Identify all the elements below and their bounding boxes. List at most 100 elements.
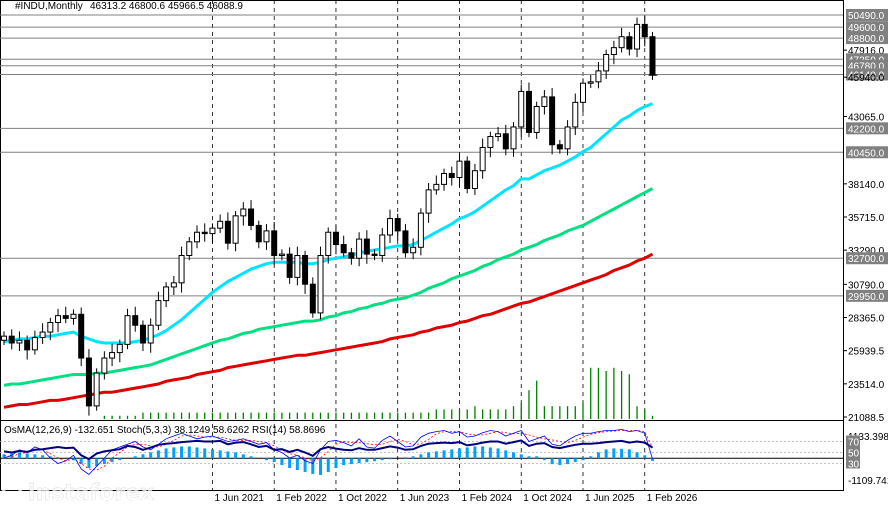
candle-bull	[116, 343, 123, 354]
candle-bull	[16, 339, 23, 344]
candle-bull	[124, 315, 131, 345]
y-tick-label: 43065.0	[848, 113, 885, 124]
symbol-title: #INDU,Monthly	[15, 1, 83, 12]
price-level-tag	[846, 68, 888, 81]
candle-bull	[240, 208, 247, 217]
candle-bull	[634, 23, 641, 50]
price-level-tag	[846, 8, 888, 21]
candle-bear	[224, 220, 231, 244]
x-tick-label: 1 Oct 2022	[338, 493, 387, 504]
price-level-label: 42200.0	[848, 124, 885, 135]
candle-bear	[271, 230, 278, 256]
candle-bull	[39, 331, 46, 339]
candle-bear	[201, 231, 208, 235]
oscillator-y-label: 30	[848, 460, 860, 471]
y-tick-label: 35715.0	[848, 213, 885, 224]
candle-bull	[456, 160, 463, 179]
candle-bull	[587, 81, 594, 84]
price-axis: 50490.049600.048800.047916.047250.046780…	[843, 8, 888, 424]
candle-bull	[533, 105, 540, 133]
candle-bull	[410, 246, 417, 254]
y-tick-label: 25939.5	[848, 347, 885, 358]
oscillator-level-tag	[846, 446, 860, 458]
candle-bear	[24, 339, 31, 351]
plot-frame	[0, 0, 844, 491]
candle-bear	[139, 324, 146, 344]
candle-bull	[325, 231, 332, 256]
candle-bear	[8, 335, 15, 344]
y-tick-label: 33290.0	[848, 246, 885, 257]
candle-bear	[502, 133, 509, 150]
price-level-label: 49600.0	[848, 23, 885, 34]
candle-bull	[194, 231, 200, 243]
x-tick-label: 1 Jun 2023	[400, 493, 450, 504]
x-tick-label: 1 Feb 2024	[461, 493, 512, 504]
candle-bull	[70, 313, 77, 319]
price-level-label: 46140.0	[848, 70, 885, 81]
candle-bull	[541, 96, 548, 107]
oscillator-level-tag	[846, 457, 860, 469]
candle-bear	[286, 253, 293, 278]
candle-bull	[433, 183, 440, 191]
candle-bear	[556, 144, 563, 150]
candle-bear	[394, 218, 401, 232]
horizontal-levels	[0, 14, 843, 297]
candle-bull	[564, 126, 571, 150]
price-level-tag	[846, 122, 888, 135]
ma-slow-line	[3, 252, 654, 409]
price-level-tag	[846, 53, 888, 66]
candle-bull	[47, 321, 54, 333]
oscillator-level-tag	[846, 435, 860, 447]
candle-bull	[186, 241, 193, 256]
y-tick-label: 47916.0	[848, 46, 885, 57]
candle-bull	[610, 47, 617, 55]
candle-bull	[495, 133, 502, 138]
candle-bull	[580, 82, 586, 103]
candle-bull	[356, 238, 363, 259]
oscillator-y-label: -1109.741	[848, 476, 888, 487]
candle-bear	[448, 172, 455, 179]
candle-bull	[510, 126, 517, 150]
x-tick-label: 1 Feb 2022	[276, 493, 327, 504]
candle-bull	[232, 215, 239, 244]
candle-bear	[332, 231, 339, 246]
y-tick-label: 38140.0	[848, 180, 885, 191]
candle-bear	[649, 36, 656, 76]
oscillator-y-label: 1133.398	[848, 432, 888, 443]
candle-bull	[441, 172, 448, 185]
candle-bear	[132, 315, 139, 326]
candle-bull	[147, 324, 154, 344]
watermark-brand: instaforex	[28, 481, 154, 506]
candle-bull	[572, 101, 579, 128]
candle-bear	[348, 252, 355, 259]
candle-bull	[217, 220, 224, 229]
x-tick-label: 1 Feb 2026	[647, 493, 698, 504]
candle-bear	[464, 160, 471, 189]
price-level-tag	[846, 146, 888, 159]
price-level-label: 46780.0	[848, 62, 885, 73]
candle-bull	[55, 315, 62, 323]
price-level-label: 48800.0	[848, 34, 885, 45]
candle-bull	[101, 357, 108, 374]
candle-bull	[155, 300, 162, 326]
watermark-tagline: Instant Forex Trading	[48, 497, 153, 508]
ma-fast-line	[3, 102, 654, 345]
price-level-label: 40450.0	[848, 148, 885, 159]
candle-bull	[387, 218, 393, 236]
candle-bear	[78, 313, 85, 359]
time-axis: 1 Jun 2021 1 Feb 2022 1 Oct 2022 1 Jun 2023…	[214, 493, 697, 504]
candle-bear	[371, 253, 378, 256]
candle-bull	[93, 372, 100, 407]
price-level-tag	[846, 252, 888, 265]
oscillator-readout: OsMA(12,26,9) -132.651 Stoch(5,3,3) 38.1…	[4, 425, 326, 436]
candle-bull	[263, 230, 270, 243]
candle-bull	[518, 90, 525, 128]
volume-bars	[103, 367, 654, 419]
candle-bear	[85, 357, 92, 407]
candle-bull	[379, 234, 386, 256]
x-tick-label: 1 Jun 2021	[214, 493, 264, 504]
candle-bear	[363, 238, 370, 255]
